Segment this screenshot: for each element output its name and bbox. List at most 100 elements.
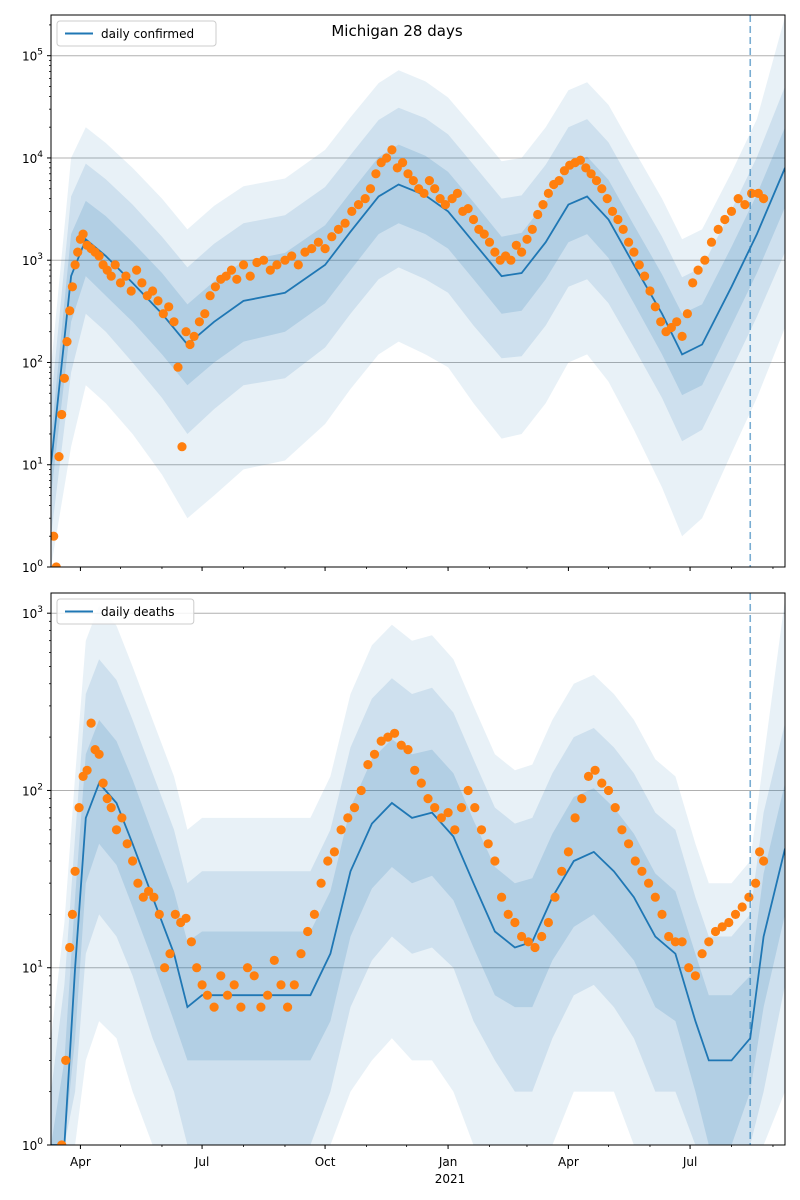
observed-point bbox=[200, 309, 210, 319]
observed-point bbox=[479, 229, 489, 239]
legend-label: daily confirmed bbox=[101, 27, 194, 41]
observed-point bbox=[410, 765, 420, 775]
observed-point bbox=[640, 271, 650, 281]
observed-point bbox=[216, 971, 226, 981]
observed-point bbox=[371, 169, 381, 179]
observed-point bbox=[153, 296, 163, 306]
uncertainty-band-outer bbox=[51, 599, 785, 1145]
observed-point bbox=[617, 825, 627, 835]
observed-point bbox=[128, 856, 138, 866]
observed-point bbox=[677, 331, 687, 341]
observed-point bbox=[390, 728, 400, 738]
observed-point bbox=[443, 808, 453, 818]
y-tick-label: 100 bbox=[22, 1137, 43, 1153]
observed-point bbox=[629, 247, 639, 257]
observed-point bbox=[717, 922, 727, 932]
observed-point bbox=[61, 1055, 71, 1065]
observed-point bbox=[693, 265, 703, 275]
observed-point bbox=[637, 866, 647, 876]
observed-point bbox=[67, 909, 77, 920]
observed-point bbox=[340, 218, 350, 228]
deaths-panel: 100 101 102 103 Apr Jul Oct Jan Apr Jul daily deat… bbox=[22, 592, 786, 1169]
observed-point bbox=[570, 813, 580, 823]
observed-point bbox=[363, 760, 373, 770]
observed-point bbox=[205, 291, 215, 301]
observed-point bbox=[132, 265, 142, 275]
plot-area bbox=[51, 16, 785, 567]
axes-frame bbox=[50, 592, 786, 1146]
observed-point bbox=[755, 847, 765, 857]
observed-point bbox=[713, 224, 723, 234]
observed-point bbox=[537, 931, 547, 942]
observed-point bbox=[189, 331, 199, 341]
observed-point bbox=[276, 980, 286, 990]
observed-point bbox=[185, 339, 195, 350]
observed-point bbox=[503, 909, 513, 920]
observed-point bbox=[597, 778, 607, 788]
observed-point bbox=[256, 1002, 266, 1012]
observed-point bbox=[186, 937, 196, 947]
observed-point bbox=[387, 145, 397, 155]
plot-area bbox=[51, 599, 785, 1145]
observed-point bbox=[602, 194, 612, 204]
observed-point bbox=[360, 194, 370, 204]
observed-point bbox=[115, 278, 126, 288]
observed-point bbox=[618, 224, 628, 234]
observed-point bbox=[259, 255, 269, 265]
observed-point bbox=[265, 265, 275, 275]
uncertainty-band-middle bbox=[51, 86, 785, 537]
observed-point bbox=[313, 237, 323, 247]
observed-point bbox=[591, 176, 602, 186]
observed-point bbox=[650, 302, 660, 312]
observed-point bbox=[538, 200, 548, 210]
observed-point bbox=[181, 913, 191, 923]
observed-point bbox=[349, 803, 360, 813]
observed-point bbox=[456, 803, 467, 813]
observed-point bbox=[396, 740, 406, 750]
observed-point bbox=[347, 206, 357, 216]
observed-point bbox=[126, 286, 136, 296]
observed-point bbox=[575, 155, 586, 165]
observed-point bbox=[423, 794, 433, 804]
observed-point bbox=[54, 452, 64, 462]
observed-point bbox=[106, 803, 116, 813]
observed-point bbox=[613, 214, 623, 225]
observed-point bbox=[242, 963, 253, 973]
observed-point bbox=[557, 866, 567, 876]
model-line bbox=[51, 781, 785, 1145]
y-tick-label: 105 bbox=[22, 48, 43, 64]
observed-point bbox=[740, 200, 750, 210]
observed-point bbox=[624, 839, 634, 849]
observed-point bbox=[483, 839, 493, 849]
observed-point bbox=[597, 184, 607, 194]
observed-point bbox=[630, 856, 640, 866]
observed-point bbox=[232, 274, 242, 284]
observed-point bbox=[293, 260, 303, 270]
observed-point bbox=[490, 856, 500, 866]
observed-point bbox=[634, 260, 644, 270]
observed-point bbox=[452, 188, 462, 198]
observed-point bbox=[697, 949, 707, 959]
observed-point bbox=[664, 931, 674, 942]
observed-point bbox=[398, 158, 408, 168]
observed-point bbox=[650, 892, 660, 902]
y-tick-label: 100 bbox=[22, 559, 43, 575]
observed-point bbox=[554, 176, 564, 186]
observed-point bbox=[158, 309, 168, 319]
observed-point bbox=[737, 902, 747, 912]
observed-point bbox=[102, 794, 112, 804]
y-tick-label: 103 bbox=[22, 252, 43, 268]
observed-point bbox=[577, 794, 587, 804]
observed-point bbox=[287, 251, 297, 261]
observed-point bbox=[210, 282, 220, 292]
observed-point bbox=[563, 847, 574, 857]
observed-point bbox=[700, 255, 710, 265]
observed-point bbox=[280, 255, 290, 265]
observed-point bbox=[122, 839, 132, 849]
observed-point bbox=[333, 224, 343, 234]
observed-point bbox=[110, 260, 120, 270]
observed-point bbox=[751, 878, 761, 888]
observed-point bbox=[309, 909, 319, 920]
observed-point bbox=[497, 892, 507, 902]
observed-point bbox=[759, 194, 769, 204]
